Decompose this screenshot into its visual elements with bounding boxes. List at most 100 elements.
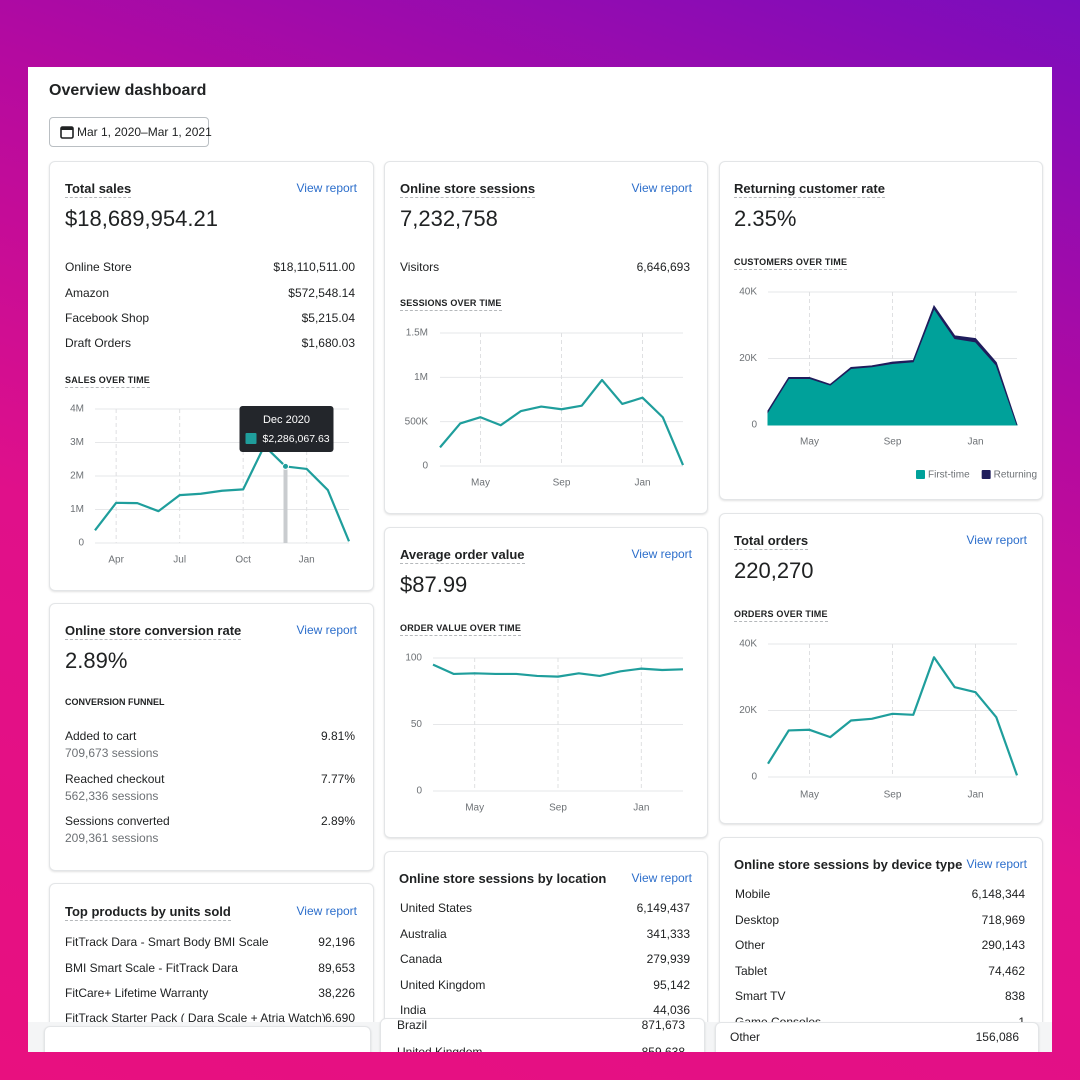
page-title: Overview dashboard <box>49 82 207 99</box>
y-tick-label: 0 <box>751 772 757 783</box>
chart-title: SALES OVER TIME <box>65 376 151 389</box>
card <box>719 161 1043 500</box>
card-title: Total sales <box>65 180 132 198</box>
metric-value: $87.99 <box>400 571 468 597</box>
legend-label: Returning <box>994 470 1037 481</box>
card-title: Total orders <box>734 532 809 550</box>
row-label: Smart TV <box>735 989 786 1004</box>
row-value: 279,939 <box>646 952 690 967</box>
x-tick-label: Jan <box>299 555 315 566</box>
row-value: 290,143 <box>981 938 1025 953</box>
chart-title: SESSIONS OVER TIME <box>400 299 502 312</box>
x-tick-label: Jan <box>967 790 983 801</box>
row-label: United Kingdom <box>397 1046 482 1052</box>
metric-value: $18,689,954.21 <box>65 205 218 231</box>
y-tick-label: 50 <box>411 719 423 730</box>
row-value: $18,110,511.00 <box>273 260 355 275</box>
x-tick-label: Jan <box>967 437 983 448</box>
line <box>432 663 684 678</box>
y-tick-label: 500K <box>405 416 429 427</box>
row-value: 859,638 <box>185 1046 685 1052</box>
row-value: 1 <box>525 1016 1025 1028</box>
y-tick-label: 0 <box>78 538 84 549</box>
row-label: FitTrack Dara - Smart Body BMI Scale <box>65 935 269 950</box>
card <box>384 161 708 514</box>
chart: 0 500K 1M 1.5M May Sep Jan <box>405 328 685 489</box>
x-tick-label: May <box>471 478 490 489</box>
row-label: Amazon <box>65 285 110 300</box>
line <box>94 444 351 542</box>
y-tick-label: 0 <box>416 786 422 797</box>
area <box>767 307 1018 426</box>
tooltip-title: Dec 2020 <box>263 414 310 426</box>
view-report-link[interactable]: View report <box>631 871 692 886</box>
row-label: Tablet <box>735 963 768 978</box>
row-label: India <box>400 1003 427 1018</box>
row-value: 92,196 <box>318 935 355 950</box>
metric-value: 7,232,758 <box>400 205 498 231</box>
chart: 0 20K 40K May Sep Jan First-time Returning <box>739 287 1037 481</box>
x-tick-label: Sep <box>553 478 571 489</box>
row-label: Visitors <box>400 260 440 275</box>
chart-title: ORDERS OVER TIME <box>734 610 828 623</box>
y-tick-label: 40K <box>739 287 757 298</box>
legend-swatch <box>916 470 925 479</box>
chart-title: ORDER VALUE OVER TIME <box>400 624 522 637</box>
x-tick-label: Jan <box>634 478 650 489</box>
card-title: Average order value <box>400 546 525 564</box>
funnel-step: Reached checkout <box>65 771 165 786</box>
y-tick-label: 1M <box>70 504 84 515</box>
row-value: $572,548.14 <box>288 285 355 300</box>
row-label: FitTrack Starter Pack ( Dara Scale + Atr… <box>65 1011 326 1026</box>
row-label: Online Store <box>65 260 132 275</box>
x-tick-label: Sep <box>549 803 567 814</box>
funnel-sessions: 562,336 sessions <box>65 788 159 803</box>
row-value: $1,680.03 <box>301 336 355 351</box>
x-tick-label: Jul <box>173 555 186 566</box>
y-tick-label: 1M <box>414 372 428 383</box>
funnel-step: Added to cart <box>65 729 137 744</box>
y-tick-label: 20K <box>739 353 757 364</box>
view-report-link[interactable]: View report <box>296 623 357 638</box>
row-value: $5,215.04 <box>301 311 355 325</box>
view-report-link[interactable]: View report <box>631 547 692 562</box>
y-tick-label: 20K <box>739 705 757 716</box>
view-report-link[interactable]: View report <box>966 857 1027 872</box>
view-report-link[interactable]: View report <box>631 181 692 196</box>
card <box>44 1026 371 1052</box>
view-report-link[interactable]: View report <box>296 181 357 196</box>
row-label: Facebook Shop <box>65 311 150 325</box>
metric-value: 220,270 <box>734 557 814 583</box>
calendar-icon <box>60 126 74 139</box>
y-tick-label: 0 <box>422 461 428 472</box>
y-tick-label: 4M <box>70 404 84 415</box>
card <box>384 527 708 838</box>
card-title: Top products by units sold <box>65 903 231 921</box>
card-title: Online store sessions by location <box>399 870 607 886</box>
x-tick-label: Sep <box>884 437 902 448</box>
card-title: Online store sessions <box>400 180 536 198</box>
funnel-rate: 7.77% <box>320 771 355 786</box>
view-report-link[interactable]: View report <box>966 533 1027 548</box>
funnel-sessions: 209,361 sessions <box>65 831 159 846</box>
row-label: Other <box>735 938 766 953</box>
x-tick-label: May <box>800 790 819 801</box>
chart: 0 20K 40K May Sep Jan <box>739 639 1019 801</box>
row-label: BMI Smart Scale - FitTrack Dara <box>65 960 238 975</box>
view-report-link[interactable]: View report <box>296 904 357 919</box>
area <box>767 304 1018 426</box>
dashboard-panel: Overview dashboard Mar 1, 2020–Mar 1, 20… <box>28 67 1052 1052</box>
row-value: 6,149,437 <box>636 901 690 916</box>
date-range-button[interactable]: Mar 1, 2020–Mar 1, 2021 <box>49 117 212 147</box>
row-value: 871,673 <box>641 1018 685 1033</box>
row-value: 44,036 <box>653 1003 690 1018</box>
row-label: United States <box>400 901 473 916</box>
hover-bar <box>283 466 288 543</box>
row-value: 6,646,693 <box>636 260 690 275</box>
y-tick-label: 0 <box>751 420 757 431</box>
card-title: Returning customer rate <box>734 180 885 198</box>
card-title: Online store conversion rate <box>65 622 242 640</box>
y-tick-label: 3M <box>70 437 84 448</box>
chart: 0 1M 2M 3M 4M Apr Jul Oct Jan Dec 2020 $2,286,067.… <box>70 404 351 566</box>
